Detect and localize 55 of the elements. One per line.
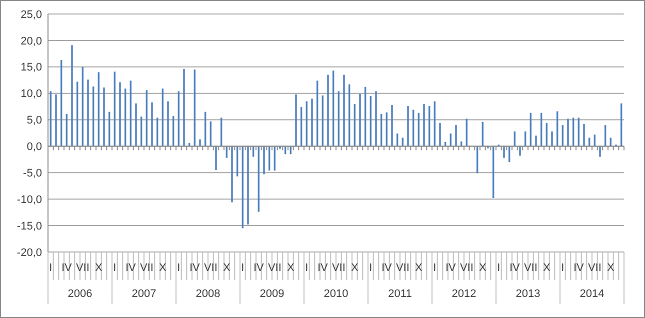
y-tick-label: 20,0 — [20, 35, 42, 48]
text: 2011 — [388, 288, 412, 300]
x-tick-label: I — [433, 262, 436, 274]
x-tick-label: X — [286, 262, 295, 274]
y-tick-label: 15,0 — [20, 62, 42, 74]
text: 2006 — [68, 288, 92, 300]
x-tick-label: IV — [125, 262, 137, 274]
x-tick-label: X — [222, 262, 231, 274]
y-tick-label: -10,0 — [16, 194, 42, 206]
text: 2007 — [132, 288, 156, 300]
text: 2008 — [196, 288, 220, 300]
x-tick-label: IV — [381, 262, 393, 274]
x-tick-label: I — [497, 262, 500, 274]
x-tick-label: VII — [140, 262, 154, 274]
x-tick-label: X — [606, 262, 615, 274]
x-tick-label: I — [561, 262, 564, 274]
x-tick-label: IV — [509, 262, 521, 274]
x-tick-label: VII — [332, 262, 346, 274]
y-tick-label: 0,0 — [26, 141, 42, 154]
y-tick-label: -20,0 — [16, 246, 42, 259]
x-tick-label: IV — [189, 262, 201, 274]
x-tick-label: X — [478, 262, 487, 274]
y-tick-label: 25,0 — [20, 8, 42, 21]
x-tick-label: I — [177, 262, 180, 274]
x-tick-label: I — [369, 262, 372, 274]
y-tick-label: 10,0 — [20, 88, 42, 100]
x-tick-label: VII — [460, 262, 474, 274]
text: 2010 — [324, 288, 348, 300]
x-tick-label: VII — [588, 262, 602, 274]
x-tick-label: VII — [76, 262, 90, 274]
text: 2012 — [452, 288, 476, 300]
x-tick-label: I — [113, 262, 116, 274]
x-tick-label: X — [158, 262, 167, 274]
y-tick-label: -5,0 — [23, 168, 42, 180]
x-tick-label: X — [94, 262, 103, 274]
x-tick-label: IV — [573, 262, 585, 274]
x-tick-label: VII — [204, 262, 218, 274]
x-tick-label: VII — [396, 262, 410, 274]
text: 2013 — [516, 288, 540, 300]
x-tick-label: IV — [253, 262, 265, 274]
x-tick-label: I — [305, 262, 308, 274]
y-tick-label: -15,0 — [16, 220, 42, 232]
y-tick-label: 5,0 — [26, 114, 42, 127]
x-tick-label: X — [414, 262, 423, 274]
x-tick-label: I — [49, 262, 52, 274]
text: 2009 — [260, 288, 284, 300]
x-tick-label: X — [542, 262, 551, 274]
text: 2014 — [580, 288, 604, 300]
x-tick-label: VII — [524, 262, 538, 274]
x-tick-label: IV — [317, 262, 329, 274]
x-tick-label: I — [241, 262, 244, 274]
x-tick-label: X — [350, 262, 359, 274]
x-tick-label: IV — [61, 262, 73, 274]
x-tick-label: VII — [268, 262, 282, 274]
x-tick-label: IV — [445, 262, 457, 274]
